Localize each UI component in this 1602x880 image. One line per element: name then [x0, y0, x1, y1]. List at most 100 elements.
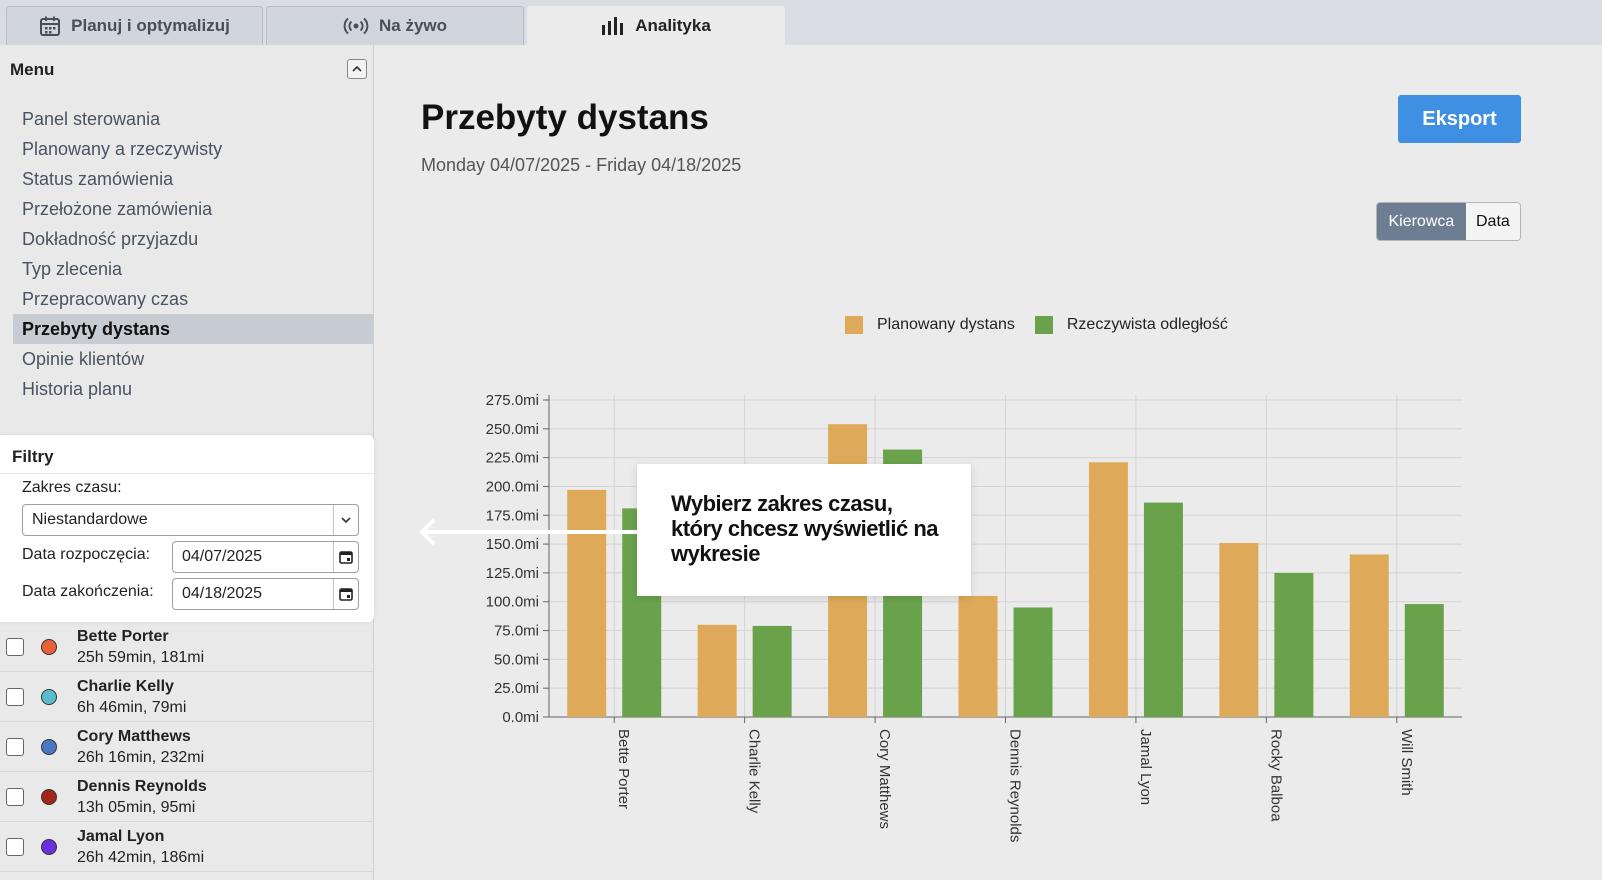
chart-legend: Planowany dystans Rzeczywista odległość [845, 316, 1248, 334]
driver-stats: 6h 46min, 79mi [77, 699, 187, 716]
driver-color-dot [41, 639, 57, 655]
menu-item-time-worked[interactable]: Przepracowany czas [22, 289, 189, 309]
toggle-date[interactable]: Data [1465, 203, 1520, 240]
menu-item-plan-history[interactable]: Historia planu [22, 379, 133, 399]
export-button[interactable]: Eksport [1398, 95, 1521, 143]
bar-actual [1274, 572, 1314, 717]
driver-name: Cory Matthews [77, 728, 191, 745]
menu-item-customer-feedback[interactable]: Opinie klientów [22, 349, 145, 369]
menu-item-rescheduled-orders[interactable]: Przełożone zamówienia [22, 199, 213, 219]
page-title: Przebyty dystans [421, 98, 709, 137]
y-tick-label: 100.0mi [486, 594, 539, 611]
calendar-icon[interactable] [333, 542, 358, 572]
driver-name: Bette Porter [77, 628, 169, 645]
filters-title: Filtry [12, 447, 54, 466]
date-range-subtitle: Monday 04/07/2025 - Friday 04/18/2025 [421, 155, 742, 175]
end-date-value: 04/18/2025 [182, 585, 263, 602]
sidebar: Menu Panel sterowania Planowany a rzeczy… [0, 45, 374, 880]
chevron-down-icon [333, 505, 358, 535]
bar-actual [1404, 604, 1444, 717]
collapse-button[interactable] [347, 59, 367, 79]
menu-item-arrival-accuracy[interactable]: Dokładność przyjazdu [22, 229, 199, 249]
y-tick-label: 50.0mi [494, 651, 539, 668]
start-date-input[interactable]: 04/07/2025 [172, 541, 359, 573]
tab-plan[interactable]: Planuj i optymalizuj [6, 6, 263, 45]
y-tick-label: 0.0mi [502, 709, 539, 726]
bar-planned [1088, 462, 1128, 717]
driver-stats: 13h 05min, 95mi [77, 799, 196, 816]
broadcast-icon [343, 16, 369, 36]
driver-stats: 26h 42min, 186mi [77, 849, 205, 866]
x-tick-label: Rocky Balboa [1267, 729, 1284, 822]
driver-checkbox[interactable] [6, 688, 24, 706]
driver-name: Charlie Kelly [77, 678, 174, 695]
end-date-label: Data zakończenia: [22, 583, 154, 600]
divider [0, 473, 374, 474]
y-tick-label: 225.0mi [486, 450, 539, 467]
end-date-input[interactable]: 04/18/2025 [172, 578, 359, 610]
driver-color-dot [41, 689, 57, 705]
list-item[interactable]: Charlie Kelly 6h 46min, 79mi [0, 672, 374, 722]
legend-item-actual[interactable]: Rzeczywista odległość [1034, 316, 1228, 334]
driver-color-dot [41, 789, 57, 805]
driver-name: Dennis Reynolds [77, 778, 207, 795]
bar-planned [697, 624, 737, 717]
driver-checkbox[interactable] [6, 838, 24, 856]
time-range-label: Zakres czasu: [22, 479, 122, 496]
bar-planned [958, 595, 998, 717]
legend-label: Planowany dystans [877, 316, 1015, 333]
bar-actual [1143, 502, 1183, 717]
x-tick-label: Charlie Kelly [746, 729, 763, 814]
y-tick-label: 175.0mi [486, 507, 539, 524]
y-tick-label: 125.0mi [486, 565, 539, 582]
y-tick-label: 200.0mi [486, 478, 539, 495]
menu-item-planned-vs-actual[interactable]: Planowany a rzeczywisty [22, 139, 223, 159]
driver-checkbox[interactable] [6, 788, 24, 806]
driver-checkbox[interactable] [6, 638, 24, 656]
tab-label: Analityka [635, 16, 711, 35]
driver-color-dot [41, 839, 57, 855]
driver-checkbox[interactable] [6, 738, 24, 756]
bar-actual [752, 625, 792, 717]
toggle-driver[interactable]: Kierowca [1377, 203, 1466, 240]
tooltip-callout: Wybierz zakres czasu, który chcesz wyświ… [637, 464, 971, 596]
bar-planned [1219, 542, 1259, 717]
bar-planned [567, 489, 607, 717]
menu-item-order-type[interactable]: Typ zlecenia [22, 259, 123, 279]
calendar-icon[interactable] [333, 579, 358, 609]
legend-item-planned[interactable]: Planowany dystans [845, 316, 1015, 334]
callout-text: Wybierz zakres czasu, który chcesz wyświ… [671, 491, 939, 566]
driver-name: Jamal Lyon [77, 828, 165, 845]
start-date-value: 04/07/2025 [182, 548, 263, 565]
y-tick-label: 75.0mi [494, 623, 539, 640]
y-tick-label: 25.0mi [494, 680, 539, 697]
y-tick-label: 150.0mi [486, 536, 539, 553]
menu-item-distance-traveled[interactable]: Przebyty dystans [13, 314, 373, 344]
x-tick-label: Dennis Reynolds [1007, 729, 1024, 842]
arrow-left-icon [418, 517, 640, 552]
list-item[interactable]: Jamal Lyon 26h 42min, 186mi [0, 822, 374, 872]
calendar-icon [39, 15, 61, 37]
time-range-select[interactable]: Niestandardowe [22, 504, 359, 536]
bar-chart-icon [601, 16, 625, 36]
bar-planned [1349, 554, 1389, 717]
tab-bar: Planuj i optymalizuj Na żywo Analityka [0, 0, 1602, 45]
list-item[interactable]: Cory Matthews 26h 16min, 232mi [0, 722, 374, 772]
start-date-label: Data rozpoczęcia: [22, 546, 151, 563]
list-item[interactable]: Bette Porter 25h 59min, 181mi [0, 622, 374, 672]
view-toggle: Kierowca Data [1376, 202, 1521, 241]
filters-panel: Filtry Zakres czasu: Niestandardowe Data… [0, 435, 374, 622]
legend-swatch [1034, 316, 1053, 334]
driver-stats: 26h 16min, 232mi [77, 749, 205, 766]
tab-label: Planuj i optymalizuj [71, 16, 230, 35]
list-item[interactable]: Dennis Reynolds 13h 05min, 95mi [0, 772, 374, 822]
y-tick-label: 275.0mi [486, 392, 539, 409]
driver-color-dot [41, 739, 57, 755]
legend-label: Rzeczywista odległość [1066, 316, 1228, 333]
menu-item-order-status[interactable]: Status zamówienia [22, 169, 174, 189]
tab-live[interactable]: Na żywo [266, 6, 524, 45]
x-tick-label: Jamal Lyon [1137, 729, 1154, 805]
driver-list: Bette Porter 25h 59min, 181mi Charlie Ke… [0, 622, 374, 872]
tab-analytics[interactable]: Analityka [527, 6, 785, 45]
menu-item-dashboard[interactable]: Panel sterowania [22, 109, 161, 129]
